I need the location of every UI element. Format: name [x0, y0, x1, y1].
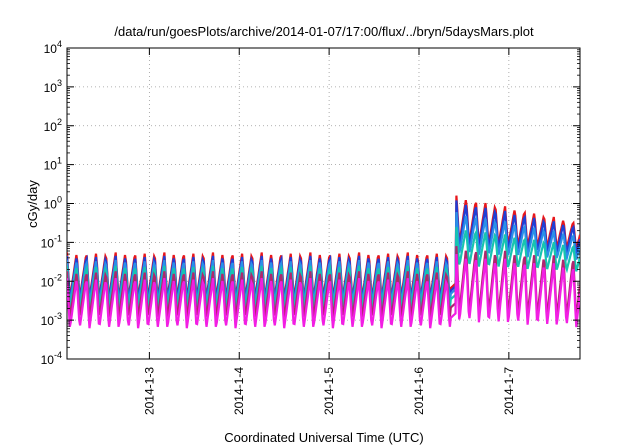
series-layer — [67, 195, 580, 329]
y-tick-label: 100 — [44, 195, 62, 212]
x-tick-label: 2014-1-5 — [322, 367, 336, 415]
x-tick-label: 2014-1-4 — [232, 367, 246, 415]
chart-title: /data/run/goesPlots/archive/2014-01-07/1… — [114, 24, 534, 39]
y-tick-label: 10-1 — [41, 233, 62, 250]
x-tick-label: 2014-1-6 — [412, 367, 426, 415]
y-axis-label: cGy/day — [25, 180, 40, 228]
series-line — [67, 254, 580, 329]
y-tick-label: 104 — [44, 39, 62, 56]
x-axis-label: Coordinated Universal Time (UTC) — [224, 430, 423, 445]
x-tick-label: 2014-1-7 — [502, 367, 516, 415]
x-tick-label: 2014-1-3 — [142, 367, 156, 415]
y-tick-label: 103 — [44, 78, 62, 95]
axes: 10-4 10-3 10-2 10-1 100 101 102 103 104 2014-1-3 2… — [41, 39, 580, 415]
y-tick-label: 10-3 — [41, 311, 62, 328]
y-tick-label: 10-4 — [41, 350, 62, 367]
y-tick-label: 101 — [44, 156, 62, 173]
y-tick-label: 10-2 — [41, 272, 62, 289]
y-tick-label: 102 — [44, 117, 62, 134]
